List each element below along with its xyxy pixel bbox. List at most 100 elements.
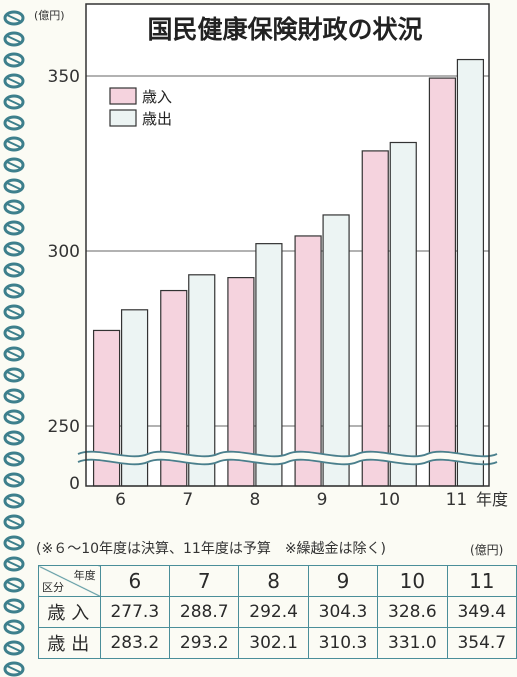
spiral-ring (3, 325, 25, 341)
legend-label: 歳入 (142, 88, 172, 106)
y-tick-label: 350 (48, 67, 80, 87)
table-cell: 302.1 (238, 627, 309, 659)
x-tick-label: 7 (182, 490, 193, 510)
table-cell: 293.2 (169, 627, 240, 659)
spiral-ring (3, 451, 25, 467)
x-tick-label: 8 (250, 490, 261, 510)
spiral-wire (6, 56, 21, 64)
row-label-expenditure: 歳出 (38, 627, 101, 659)
spiral-ring (3, 598, 25, 614)
row-label-revenue: 歳入 (38, 596, 101, 628)
table-cell: 283.2 (99, 627, 171, 659)
spiral-wire (6, 140, 21, 148)
spiral-wire (6, 434, 21, 442)
spiral-ring (3, 367, 25, 383)
table-cell: 292.4 (238, 596, 309, 628)
spiral-ring (3, 178, 25, 194)
bar (456, 58, 485, 487)
year-header: 9 (307, 565, 379, 597)
table-cell: 310.3 (307, 627, 379, 659)
y-tick-label: 300 (48, 242, 80, 262)
chart-title: 国民健康保険財政の状況 (147, 15, 422, 44)
table-cell: 304.3 (307, 596, 379, 628)
spiral-wire (6, 287, 21, 295)
year-header: 8 (238, 565, 309, 597)
spiral-ring (3, 283, 25, 299)
table-cell: 354.7 (446, 627, 517, 659)
spiral-ring (3, 115, 25, 131)
table-cell: 328.6 (377, 596, 448, 628)
spiral-wire (6, 371, 21, 379)
spiral-wire (6, 35, 21, 43)
table-cell: 277.3 (99, 596, 171, 628)
x-tick-label: 9 (317, 490, 328, 510)
spiral-ring (3, 157, 25, 173)
spiral-wire (6, 602, 21, 610)
spiral-wire (6, 98, 21, 106)
spiral-wire (6, 245, 21, 253)
x-tick-label: 11 (446, 490, 468, 510)
y-tick-label: 0 (69, 474, 80, 494)
spiral-ring (3, 661, 25, 677)
spiral-wire (6, 539, 21, 547)
bar (322, 214, 350, 487)
legend-swatch (109, 109, 137, 127)
spiral-ring (3, 220, 25, 236)
spiral-wire (6, 665, 21, 673)
spiral-wire (6, 182, 21, 190)
table-row: 歳入 277.3 288.7 292.4 304.3 328.6 349.4 (38, 596, 517, 628)
spiral-ring (3, 577, 25, 593)
table-row: 歳出 283.2 293.2 302.1 310.3 331.0 354.7 (38, 627, 517, 659)
spiral-wire (6, 266, 21, 274)
spiral-wire (6, 518, 21, 526)
spiral-wire (6, 14, 21, 22)
bar (428, 77, 457, 487)
y-unit-label: (億円) (34, 9, 65, 22)
y-tick-label: 250 (48, 417, 80, 437)
corner-category-label: 区分 (42, 581, 64, 594)
spiral-ring (3, 241, 25, 257)
year-header: 7 (169, 565, 240, 597)
table-corner-cell: 年度 区分 (38, 565, 101, 597)
legend-swatch (109, 87, 137, 105)
spiral-ring (3, 73, 25, 89)
spiral-ring (3, 346, 25, 362)
spiral-wire (6, 77, 21, 85)
table-cell: 288.7 (169, 596, 240, 628)
table-cell: 349.4 (446, 596, 517, 628)
spiral-wire (6, 392, 21, 400)
spiral-ring (3, 556, 25, 572)
axis-break-line (77, 450, 498, 458)
spiral-ring (3, 535, 25, 551)
spiral-wire (6, 224, 21, 232)
year-header: 6 (99, 565, 171, 597)
footnote: (※６～10年度は決算、11年度は予算 ※繰越金は除く) (36, 541, 387, 557)
axis-break-line (77, 458, 498, 466)
spiral-ring (3, 94, 25, 110)
spiral-ring (3, 10, 25, 26)
spiral-wire (6, 329, 21, 337)
spiral-wire (6, 413, 21, 421)
year-header: 10 (377, 565, 448, 597)
spiral-ring (3, 640, 25, 656)
spiral-wire (6, 455, 21, 463)
year-header: 11 (446, 565, 517, 597)
table-unit: (億円) (470, 543, 504, 557)
spiral-ring (3, 52, 25, 68)
table-cell: 331.0 (377, 627, 448, 659)
spiral-wire (6, 644, 21, 652)
bar (389, 141, 417, 487)
plot-frame (85, 3, 490, 487)
x-axis-label: 年度 (476, 490, 508, 509)
spiral-ring (3, 304, 25, 320)
spiral-ring (3, 430, 25, 446)
spiral-wire (6, 308, 21, 316)
spiral-wire (6, 560, 21, 568)
spiral-wire (6, 119, 21, 127)
corner-year-label: 年度 (73, 569, 96, 582)
spiral-wire (6, 581, 21, 589)
spiral-ring (3, 262, 25, 278)
spiral-ring (3, 619, 25, 635)
